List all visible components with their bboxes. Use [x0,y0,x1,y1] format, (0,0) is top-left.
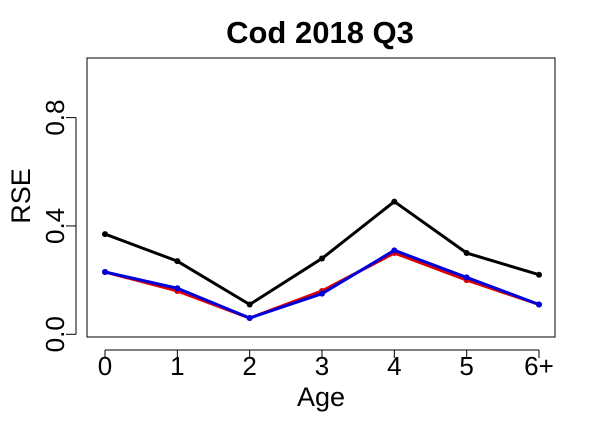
series-3 [102,247,542,322]
series-layer [102,198,542,322]
x-tick-label: 6+ [524,351,554,381]
chart-title: Cod 2018 Q3 [226,15,414,50]
data-point [319,255,325,262]
plot-frame [86,57,556,338]
data-point [463,274,470,281]
x-tick-label: 0 [98,351,112,381]
series-1 [102,198,542,308]
y-axis: 0.0 0.4 0.8 [40,100,77,352]
x-axis-label: Age [297,382,345,412]
data-point [536,271,542,278]
y-tick-label: 0.8 [40,100,70,136]
data-point [246,315,253,322]
data-point [102,268,108,275]
y-axis-label: RSE [6,168,36,224]
data-point [319,290,325,297]
data-point [463,250,470,257]
data-point [391,247,398,254]
x-tick-label: 4 [387,351,401,381]
data-point [246,301,253,308]
x-tick-label: 1 [170,351,184,381]
y-tick-label: 0.4 [40,208,70,244]
x-axis: 0 1 2 3 4 5 6+ [98,349,554,381]
data-point [391,198,398,205]
y-tick-label: 0.0 [40,316,70,352]
x-tick-label: 2 [242,351,256,381]
data-point [536,301,542,308]
x-tick-label: 5 [459,351,473,381]
data-point [174,285,181,292]
data-point [174,258,181,265]
x-tick-label: 3 [315,351,329,381]
data-point [102,231,108,238]
